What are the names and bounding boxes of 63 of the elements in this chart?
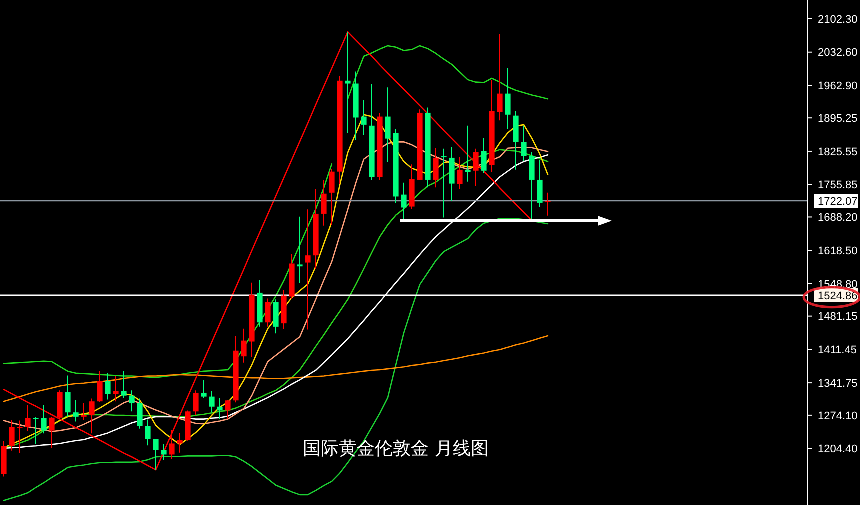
candlestick: [297, 216, 303, 284]
candlestick: [73, 400, 79, 422]
y-tick-label: 1411.45: [818, 344, 857, 357]
candlestick: [41, 404, 47, 434]
candlestick: [17, 420, 23, 454]
candlestick: [25, 404, 31, 432]
candlestick: [465, 125, 471, 182]
candlestick: [105, 372, 111, 400]
candlestick: [457, 156, 463, 190]
candlestick: [321, 180, 327, 226]
candlestick: [137, 398, 143, 430]
candlestick: [361, 100, 367, 136]
candlestick: [529, 152, 535, 222]
candlestick: [481, 138, 487, 174]
y-tick-label: 1481.15: [818, 311, 858, 324]
candlestick: [169, 430, 175, 460]
candlestick: [129, 390, 135, 412]
candlestick: [505, 68, 511, 130]
candlestick: [177, 432, 183, 454]
candlestick: [153, 438, 159, 471]
candlestick: [265, 298, 271, 328]
candlestick: [305, 209, 311, 330]
candlestick: [145, 419, 151, 446]
candlestick: [433, 148, 439, 188]
candlestick: [209, 391, 215, 413]
candlestick: [545, 192, 551, 216]
candlestick: [49, 416, 55, 450]
candlestick: [121, 370, 127, 399]
candlestick: [385, 87, 391, 163]
text: 国际黄金伦敦金 月线图: [303, 438, 489, 460]
ref-line-label: 1722.07: [818, 196, 858, 208]
candlestick: [473, 148, 479, 187]
y-tick-label: 1962.90: [818, 80, 858, 93]
y-tick-label: 1274.10: [818, 410, 858, 422]
y-tick-label: 1825.55: [818, 146, 858, 158]
candlestick: [537, 159, 543, 208]
candlestick: [345, 32, 351, 134]
candlestick: [201, 380, 207, 399]
candlestick: [65, 375, 71, 418]
candlestick: [193, 390, 199, 416]
candlestick: [225, 400, 231, 420]
candlestick: [33, 416, 39, 445]
y-tick-label: 2102.30: [818, 14, 858, 26]
candlestick: [441, 148, 447, 218]
candlestick: [161, 444, 167, 461]
y-tick-label: 1755.85: [818, 180, 858, 192]
y-tick-label: 1688.20: [818, 212, 858, 224]
candlestick: [241, 328, 247, 364]
candlestick: [81, 403, 87, 421]
candlestick: [9, 420, 15, 452]
y-tick-label: 2032.60: [818, 47, 858, 60]
candlestick: [497, 34, 503, 122]
candlestick: [217, 398, 223, 420]
y-tick-label: 1618.50: [818, 245, 858, 258]
y-tick-label: 1895.25: [818, 112, 858, 125]
candlestick: [329, 168, 335, 226]
ref-line-label: 1524.86: [818, 290, 858, 302]
y-tick-label: 1341.75: [818, 378, 858, 390]
candlestick: [113, 376, 119, 402]
candlestick: [89, 398, 95, 434]
candlestick: [521, 125, 527, 162]
y-tick-label: 1204.40: [818, 444, 858, 456]
candlestick: [97, 370, 103, 403]
